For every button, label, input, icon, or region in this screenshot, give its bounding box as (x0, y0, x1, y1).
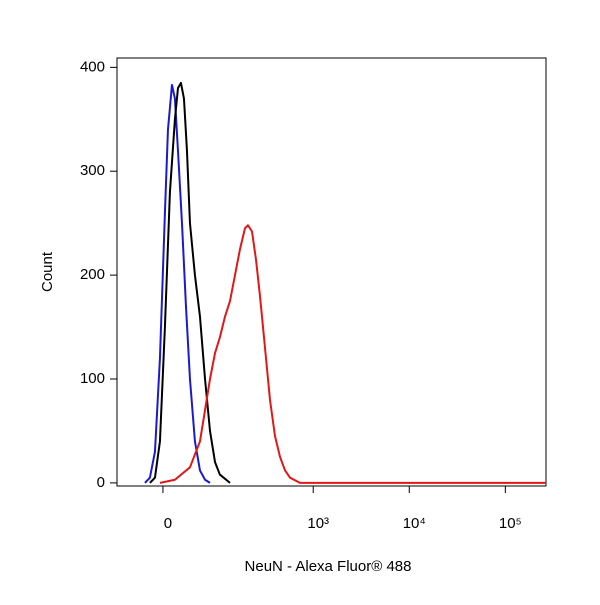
x-tick-label: 10³ (307, 515, 329, 532)
x-tick-label: 10⁴ (403, 515, 426, 532)
y-tick-label: 100 (80, 370, 105, 387)
series-line (149, 81, 231, 484)
x-axis-label: NeuN - Alexa Fluor® 488 (245, 558, 412, 575)
y-tick-label: 200 (80, 266, 105, 283)
y-tick-label: 0 (97, 474, 105, 491)
x-tick-label: 0 (164, 515, 172, 532)
y-axis-label: Count (39, 251, 56, 292)
series-line (159, 224, 546, 484)
y-tick-label: 300 (80, 162, 105, 179)
y-tick-label: 400 (80, 58, 105, 75)
series-line (144, 84, 211, 484)
plot-frame (116, 57, 547, 487)
x-tick-label: 10⁵ (499, 515, 522, 532)
